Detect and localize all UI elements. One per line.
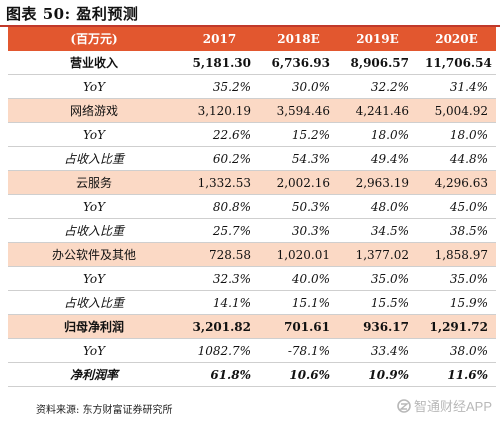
- value-cell: 18.0%: [338, 122, 417, 147]
- value-cell: 61.8%: [180, 362, 259, 387]
- row-label: YoY: [8, 74, 180, 99]
- value-cell: 30.3%: [259, 218, 338, 243]
- title-divider: [0, 25, 500, 27]
- watermark-text: 智通财经APP: [413, 399, 492, 414]
- table-body: 营业收入 5,181.30 6,736.93 8,906.57 11,706.54 YoY…: [8, 50, 496, 387]
- value-cell: 728.58: [180, 242, 259, 267]
- value-cell: 35.0%: [338, 266, 417, 291]
- header-year-cell: 2017: [180, 27, 259, 51]
- table-row: 净利润率 61.8% 10.6% 10.9% 11.6%: [8, 362, 496, 387]
- header-unit-cell: (百万元): [8, 27, 180, 51]
- value-cell: 5,004.92: [417, 98, 496, 123]
- table-row: YoY 32.3% 40.0% 35.0% 35.0%: [8, 266, 496, 291]
- row-label: 占收入比重: [8, 290, 180, 315]
- value-cell: 5,181.30: [180, 50, 259, 75]
- value-cell: 18.0%: [417, 122, 496, 147]
- value-cell: 1,858.97: [417, 242, 496, 267]
- value-cell: 11,706.54: [417, 50, 496, 75]
- value-cell: 54.3%: [259, 146, 338, 171]
- value-cell: 3,120.19: [180, 98, 259, 123]
- table-row: 营业收入 5,181.30 6,736.93 8,906.57 11,706.54: [8, 50, 496, 75]
- value-cell: 3,594.46: [259, 98, 338, 123]
- value-cell: 10.9%: [338, 362, 417, 387]
- value-cell: 30.0%: [259, 74, 338, 99]
- figure-title: 图表 50: 盈利预测: [6, 5, 139, 23]
- table-row: 云服务 1,332.53 2,002.16 2,963.19 4,296.63: [8, 170, 496, 195]
- value-cell: 49.4%: [338, 146, 417, 171]
- value-cell: 10.6%: [259, 362, 338, 387]
- table-row: YoY 1082.7% -78.1% 33.4% 38.0%: [8, 338, 496, 363]
- value-cell: 15.2%: [259, 122, 338, 147]
- value-cell: 45.0%: [417, 194, 496, 219]
- value-cell: 32.2%: [338, 74, 417, 99]
- value-cell: 22.6%: [180, 122, 259, 147]
- value-cell: 1,377.02: [338, 242, 417, 267]
- value-cell: 6,736.93: [259, 50, 338, 75]
- value-cell: 14.1%: [180, 290, 259, 315]
- value-cell: 32.3%: [180, 266, 259, 291]
- value-cell: 701.61: [259, 314, 338, 339]
- value-cell: 33.4%: [338, 338, 417, 363]
- row-label: 营业收入: [8, 50, 180, 75]
- table-row: YoY 22.6% 15.2% 18.0% 18.0%: [8, 122, 496, 147]
- value-cell: 8,906.57: [338, 50, 417, 75]
- value-cell: 34.5%: [338, 218, 417, 243]
- row-label: 办公软件及其他: [8, 242, 180, 267]
- value-cell: 44.8%: [417, 146, 496, 171]
- table-row: 办公软件及其他 728.58 1,020.01 1,377.02 1,858.97: [8, 242, 496, 267]
- value-cell: 4,296.63: [417, 170, 496, 195]
- value-cell: 35.0%: [417, 266, 496, 291]
- value-cell: 2,963.19: [338, 170, 417, 195]
- value-cell: 15.5%: [338, 290, 417, 315]
- value-cell: 1,332.53: [180, 170, 259, 195]
- value-cell: 3,201.82: [180, 314, 259, 339]
- table-row: 占收入比重 25.7% 30.3% 34.5% 38.5%: [8, 218, 496, 243]
- value-cell: 2,002.16: [259, 170, 338, 195]
- value-cell: 1,020.01: [259, 242, 338, 267]
- value-cell: 48.0%: [338, 194, 417, 219]
- table-row: 占收入比重 60.2% 54.3% 49.4% 44.8%: [8, 146, 496, 171]
- row-label: YoY: [8, 122, 180, 147]
- value-cell: 936.17: [338, 314, 417, 339]
- source-note: 资料来源: 东方财富证券研究所: [36, 405, 173, 416]
- value-cell: 35.2%: [180, 74, 259, 99]
- value-cell: 1082.7%: [180, 338, 259, 363]
- value-cell: 15.1%: [259, 290, 338, 315]
- value-cell: 60.2%: [180, 146, 259, 171]
- value-cell: 38.5%: [417, 218, 496, 243]
- row-label: 占收入比重: [8, 146, 180, 171]
- value-cell: 15.9%: [417, 290, 496, 315]
- profit-forecast-table: (百万元) 2017 2018E 2019E 2020E 营业收入 5,181.30 6,7…: [8, 27, 496, 387]
- row-label: 归母净利润: [8, 314, 180, 339]
- table-row: YoY 80.8% 50.3% 48.0% 45.0%: [8, 194, 496, 219]
- watermark: 智通财经APP: [397, 396, 492, 415]
- row-label: YoY: [8, 338, 180, 363]
- row-label: 云服务: [8, 170, 180, 195]
- value-cell: 40.0%: [259, 266, 338, 291]
- table-row: 网络游戏 3,120.19 3,594.46 4,241.46 5,004.92: [8, 98, 496, 123]
- value-cell: 31.4%: [417, 74, 496, 99]
- value-cell: -78.1%: [259, 338, 338, 363]
- zhitong-logo-icon: [397, 398, 411, 413]
- table-header-row: (百万元) 2017 2018E 2019E 2020E: [8, 27, 496, 51]
- header-year-cell: 2018E: [259, 27, 338, 51]
- row-label: 净利润率: [8, 362, 180, 387]
- table-row: 归母净利润 3,201.82 701.61 936.17 1,291.72: [8, 314, 496, 339]
- row-label: 占收入比重: [8, 218, 180, 243]
- row-label: YoY: [8, 194, 180, 219]
- header-year-cell: 2019E: [338, 27, 417, 51]
- value-cell: 1,291.72: [417, 314, 496, 339]
- table-row: 占收入比重 14.1% 15.1% 15.5% 15.9%: [8, 290, 496, 315]
- row-label: YoY: [8, 266, 180, 291]
- value-cell: 11.6%: [417, 362, 496, 387]
- header-year-cell: 2020E: [417, 27, 496, 51]
- value-cell: 25.7%: [180, 218, 259, 243]
- value-cell: 50.3%: [259, 194, 338, 219]
- row-label: 网络游戏: [8, 98, 180, 123]
- value-cell: 4,241.46: [338, 98, 417, 123]
- value-cell: 80.8%: [180, 194, 259, 219]
- value-cell: 38.0%: [417, 338, 496, 363]
- table-row: YoY 35.2% 30.0% 32.2% 31.4%: [8, 74, 496, 99]
